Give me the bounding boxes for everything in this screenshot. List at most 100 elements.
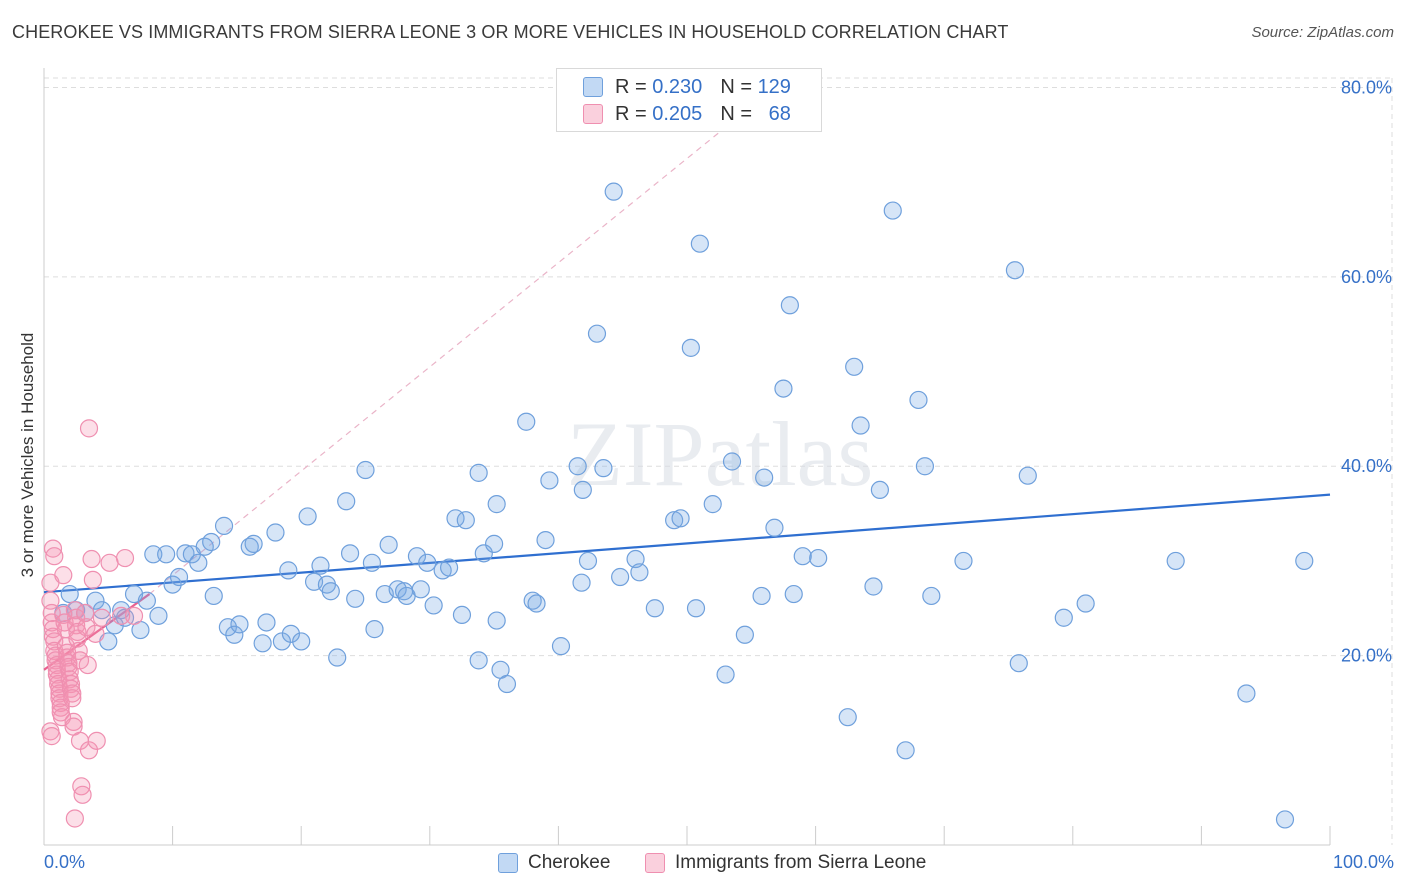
cherokee-point	[780, 296, 799, 315]
cherokee-point	[630, 563, 649, 582]
cherokee-point	[540, 471, 559, 490]
legend-r-value: 0.205	[652, 102, 703, 125]
legend-row-cherokee: R = 0.230 N = 129	[583, 75, 791, 99]
cherokee-point	[864, 577, 883, 596]
cherokee-point	[1275, 810, 1295, 829]
legend-swatch-pink	[583, 104, 603, 124]
cherokee-point	[896, 741, 915, 760]
cherokee-point	[497, 674, 517, 694]
cherokee-point	[163, 575, 182, 594]
sierra-leone-point	[79, 419, 99, 438]
cherokee-point	[218, 618, 237, 637]
cherokee-point	[362, 553, 382, 572]
cherokee-point	[851, 416, 870, 435]
cherokee-point	[845, 357, 864, 376]
legend-n-label: N =	[720, 102, 752, 125]
sierra-leone-point	[43, 539, 63, 558]
cherokee-point	[870, 480, 890, 500]
axes	[43, 68, 1331, 846]
cherokee-point	[716, 665, 735, 684]
cherokee-point	[452, 605, 472, 625]
sierra-leone-point	[78, 655, 97, 675]
legend-n-value: 68	[768, 102, 791, 125]
cherokee-point	[572, 573, 591, 592]
bottom-legend-cherokee: Cherokee	[498, 852, 610, 874]
cherokee-point	[469, 463, 488, 482]
bottom-legend-swatch-blue	[498, 853, 518, 873]
cherokee-point	[793, 547, 812, 566]
cherokee-point	[411, 580, 430, 599]
sierra-leone-point	[100, 553, 119, 572]
cherokee-point	[257, 613, 276, 632]
cherokee-point	[340, 544, 360, 563]
legend-r-label: R =	[615, 75, 647, 98]
y-tick-label: 80.0%	[1341, 77, 1392, 97]
sierra-leone-trend-line	[43, 593, 151, 671]
cherokee-point	[690, 234, 709, 253]
cherokee-point	[681, 338, 700, 357]
sierra-leone-point	[73, 785, 92, 804]
cherokee-point	[379, 535, 398, 554]
cherokee-point	[1295, 551, 1314, 571]
cherokee-point	[292, 632, 311, 651]
legend-box: R = 0.230 N = 129 R = 0.205 N = 68	[556, 68, 822, 132]
sierra-leone-point	[124, 606, 144, 625]
cherokee-point	[253, 634, 272, 653]
cherokee-point	[1005, 261, 1025, 280]
cherokee-point	[157, 545, 176, 564]
sierra-leone-point	[77, 618, 96, 637]
bottom-legend-sierra-leone: Immigrants from Sierra Leone	[645, 852, 926, 874]
sierra-leone-point	[63, 689, 82, 708]
cherokee-point	[1054, 608, 1073, 627]
cherokee-point	[665, 511, 684, 530]
sierra-leone-point	[64, 712, 83, 732]
cherokee-point	[281, 624, 301, 643]
cherokee-point	[611, 567, 630, 587]
cherokee-point	[346, 589, 365, 608]
y-tick-label: 20.0%	[1341, 646, 1392, 666]
cherokee-point	[456, 511, 475, 530]
cherokee-point	[407, 547, 427, 566]
cherokee-point	[469, 651, 488, 670]
sierra-leone-trend-extension	[149, 105, 752, 595]
cherokee-point	[536, 530, 555, 550]
cherokee-point	[784, 584, 803, 604]
sierra-leone-point	[83, 570, 102, 589]
sierra-leone-point	[45, 547, 64, 566]
cherokee-point	[230, 615, 249, 634]
cherokee-point	[645, 599, 664, 618]
cherokee-point	[137, 591, 156, 610]
sierra-leone-point	[42, 727, 61, 746]
cherokee-point	[703, 495, 722, 514]
cherokee-point	[774, 379, 793, 398]
cherokee-point	[568, 457, 587, 476]
cherokee-point	[1076, 594, 1095, 613]
cherokee-point	[86, 591, 105, 610]
cherokee-point	[388, 580, 407, 599]
cherokee-point	[214, 516, 234, 535]
cherokee-point	[225, 625, 244, 644]
cherokee-point	[189, 553, 208, 572]
cherokee-point	[517, 412, 536, 431]
sierra-leone-point	[45, 632, 64, 651]
bottom-legend-label: Immigrants from Sierra Leone	[675, 852, 927, 873]
cherokee-point	[838, 708, 857, 727]
cherokee-point	[686, 599, 706, 618]
cherokee-point	[204, 586, 223, 606]
cherokee-point	[356, 460, 375, 480]
legend-n-value: 129	[757, 75, 791, 98]
sierra-leone-point	[79, 741, 99, 760]
sierra-leone-point	[82, 549, 101, 569]
sierra-leone-point	[61, 674, 81, 694]
sierra-leone-point	[69, 641, 88, 660]
legend-r-label: R =	[615, 102, 647, 125]
cherokee-point	[202, 532, 221, 552]
cherokee-point	[735, 625, 754, 644]
sierra-leone-point	[55, 613, 74, 632]
watermark: ZIPatlas	[567, 403, 874, 505]
sierra-leone-point	[65, 809, 84, 828]
sierra-leone-point	[87, 731, 106, 750]
cherokee-points	[54, 182, 1314, 829]
sierra-leone-point	[42, 603, 61, 623]
legend-swatch-blue	[583, 77, 603, 97]
